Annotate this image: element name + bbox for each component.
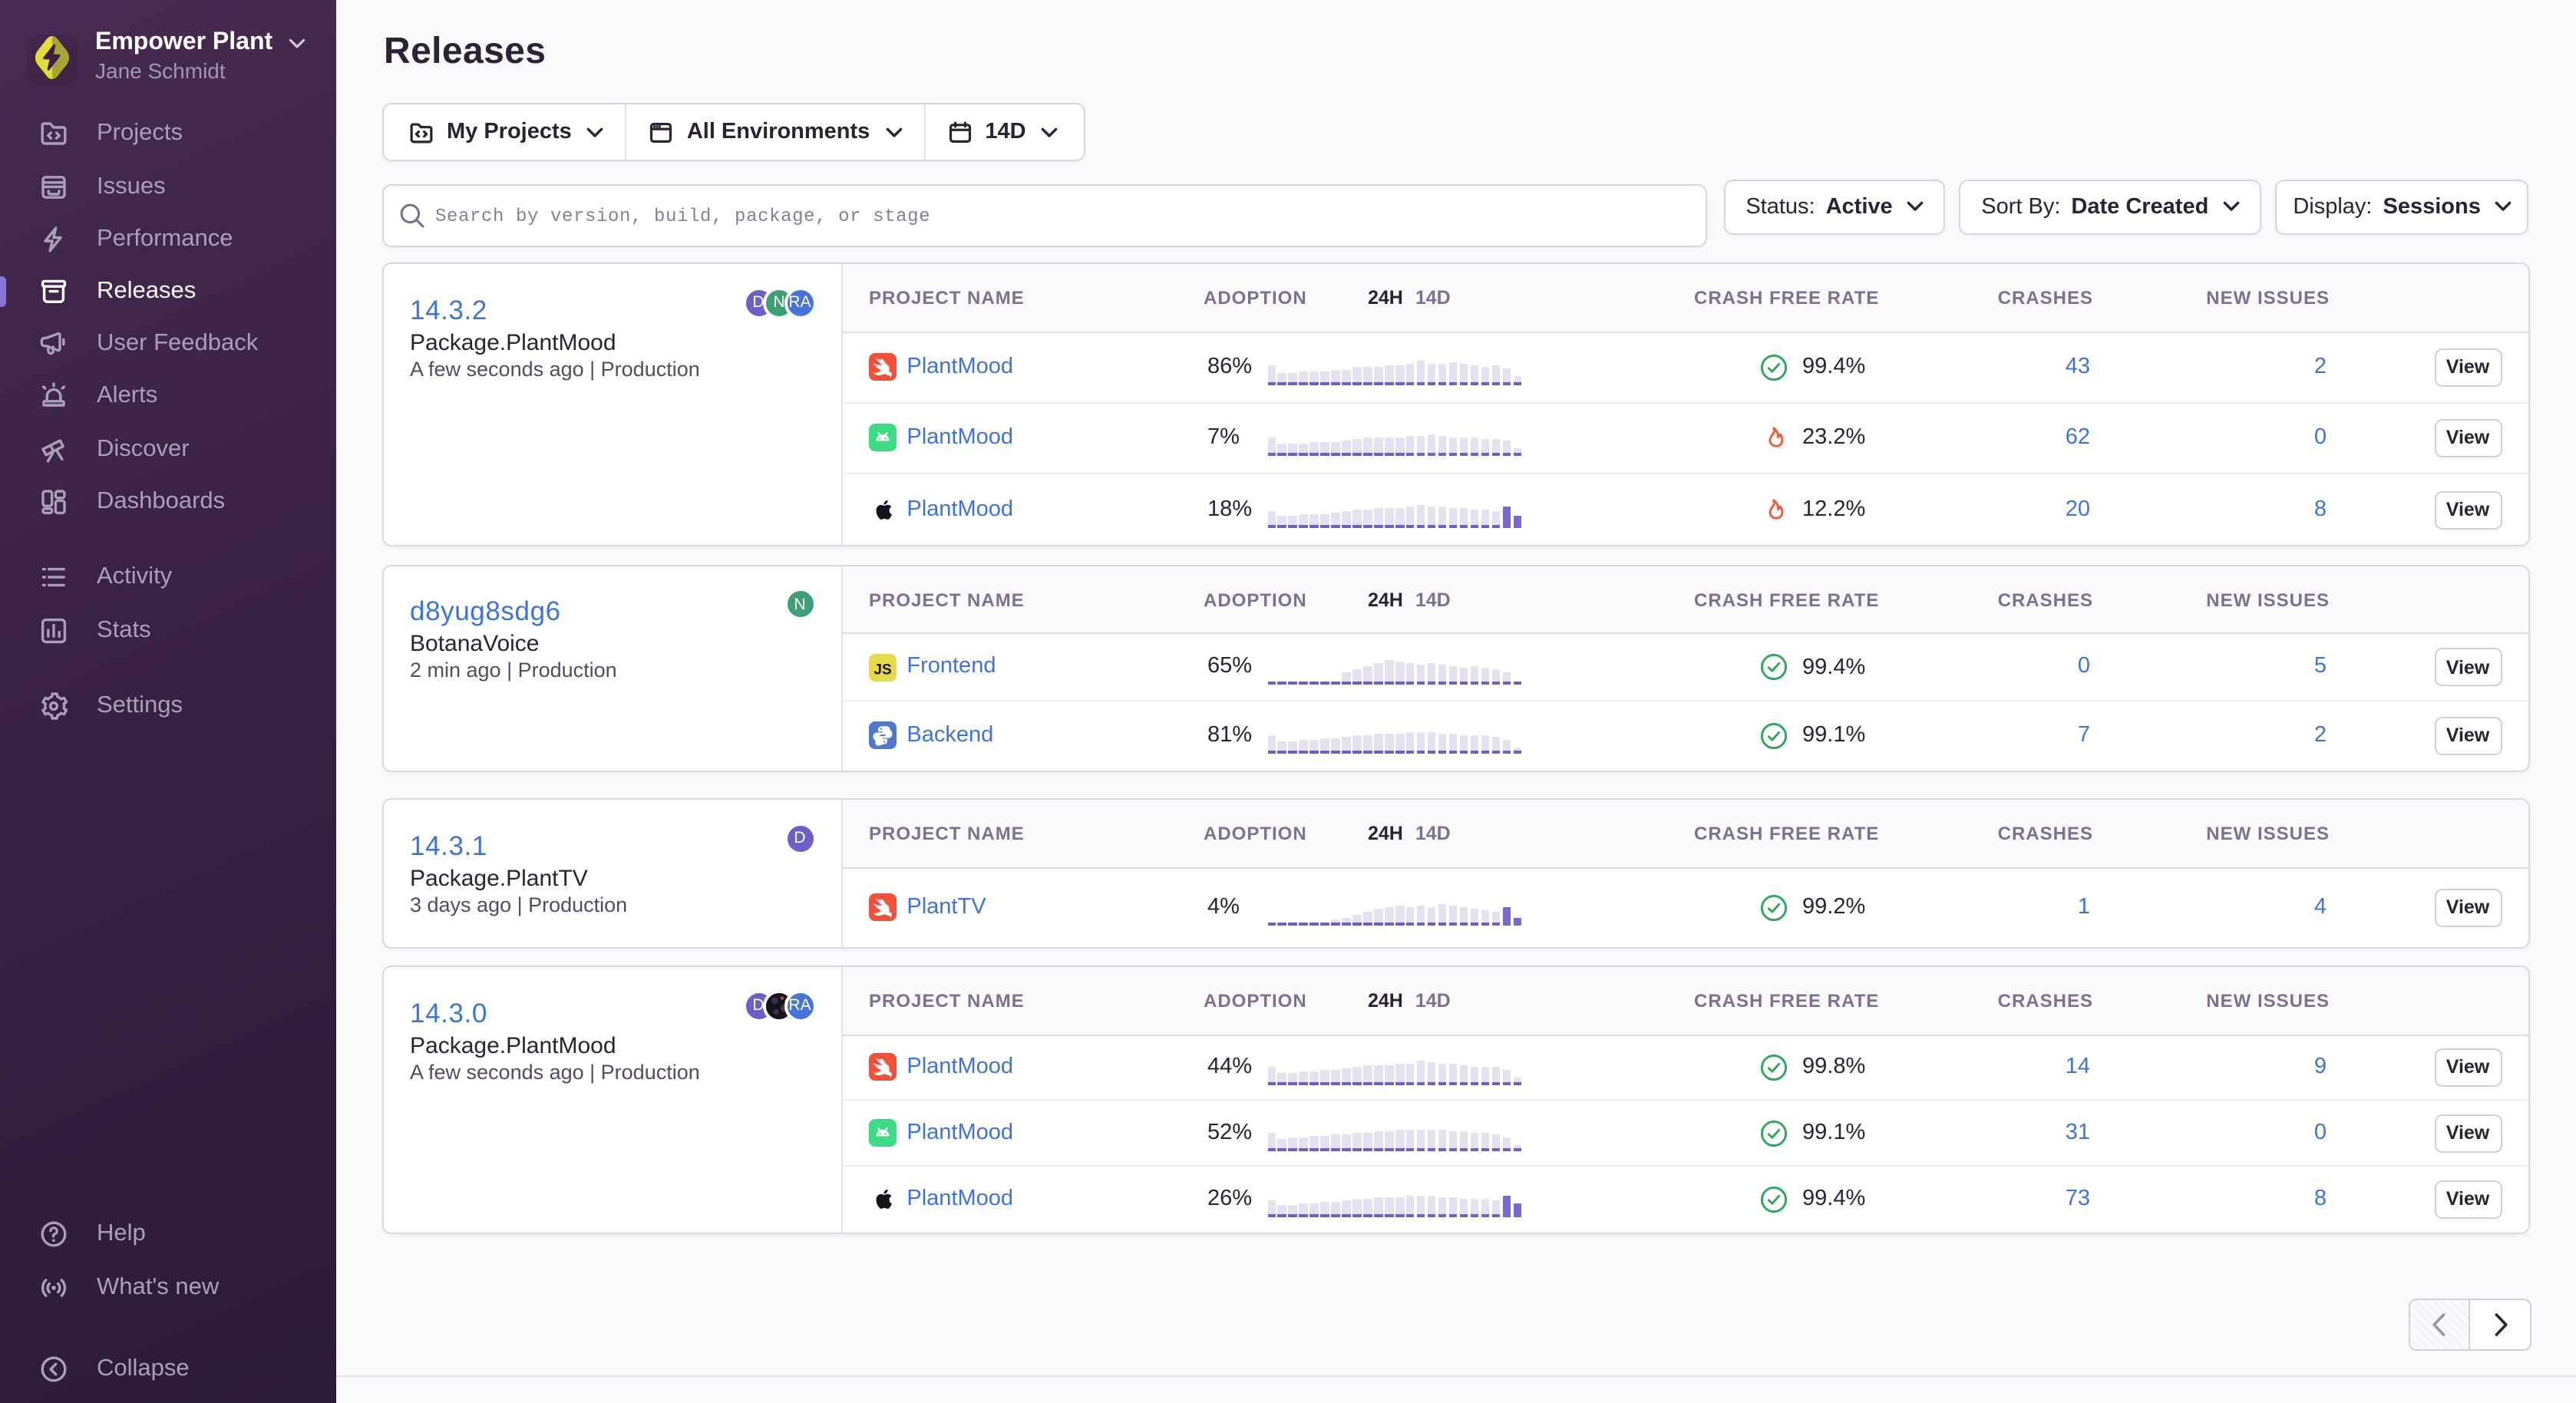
svg-text:JS: JS xyxy=(873,662,890,678)
